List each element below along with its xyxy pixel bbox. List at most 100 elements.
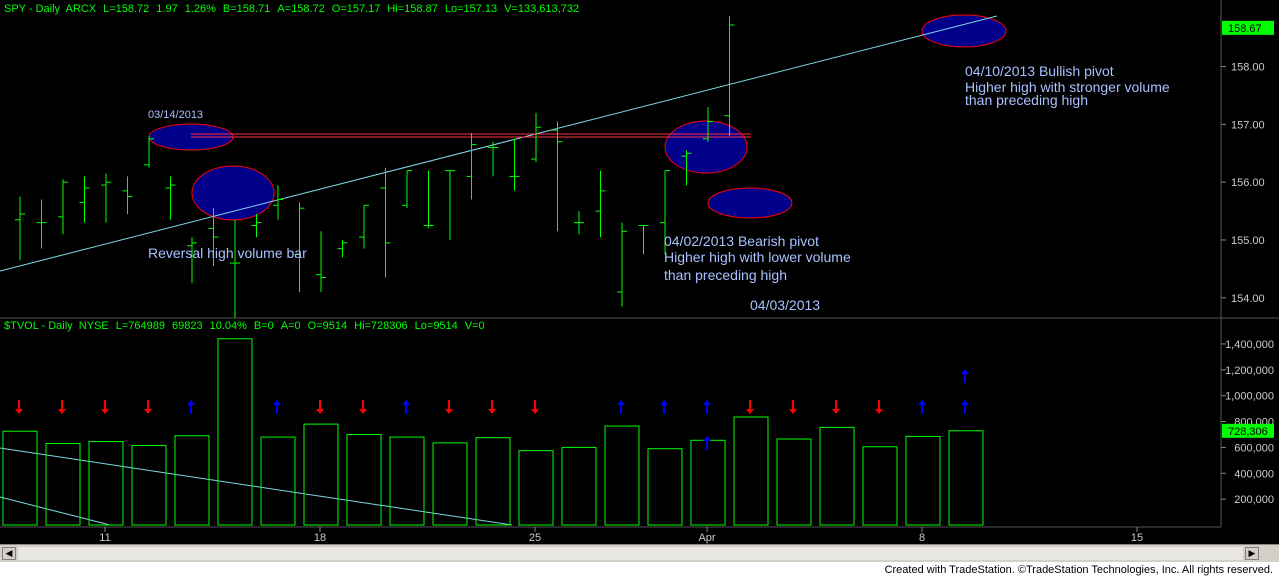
pivot-ellipse [921, 14, 1007, 48]
volume-bar [174, 435, 210, 526]
ohlc-bars [15, 16, 735, 318]
down-arrow-icon-head [832, 409, 840, 414]
vol-open: O=9514 [307, 320, 348, 332]
last-value-labels: 158.67 728,306 [1222, 20, 1274, 438]
time-tick-label: 25 [529, 532, 541, 544]
time-tick-label: 15 [1131, 532, 1143, 544]
vol-volume: V=0 [464, 320, 485, 332]
up-arrow-icon-head [918, 400, 926, 405]
scroll-right-button[interactable]: ▶ [1245, 547, 1259, 560]
up-arrow-icon-head [187, 400, 195, 405]
down-arrow-icon-head [58, 409, 66, 414]
volume-bar [733, 416, 769, 526]
signal-arrows [15, 369, 969, 450]
volume-tick-label: 1,400,000 [1225, 339, 1274, 351]
open: O=157.17 [331, 3, 381, 15]
down-arrow-icon-head [359, 409, 367, 414]
down-arrow-icon-head [531, 409, 539, 414]
vol-ask: A=0 [280, 320, 301, 332]
volume-axis: 200,000400,000600,000800,0001,000,0001,2… [1221, 339, 1274, 506]
annotation-bullish-title: 04/10/2013 Bullish pivot [965, 63, 1114, 79]
vol-change: 69823 [171, 320, 203, 332]
volume-bar [260, 436, 296, 526]
last-price-badge [1222, 20, 1274, 35]
volume-bar [346, 433, 382, 526]
volume-tick-label: 1,200,000 [1225, 365, 1274, 377]
volume-tick-label: 600,000 [1234, 442, 1274, 454]
volume-bar [432, 442, 468, 526]
last-price: L=158.72 [103, 3, 150, 15]
up-arrow-icon-head [402, 400, 410, 405]
symbol-label: SPY - Daily ARCX [4, 3, 97, 15]
volume-trendline [0, 447, 513, 526]
time-tick-label: Apr [698, 532, 715, 544]
low: Lo=157.13 [444, 3, 498, 15]
volume-tick-label: 200,000 [1234, 494, 1274, 506]
price-tick-label: 154.00 [1231, 293, 1265, 305]
footer: Created with TradeStation. ©TradeStation… [0, 562, 1279, 578]
price-tick-label: 158.00 [1231, 62, 1265, 74]
volume-bar [303, 423, 339, 526]
vol-pct: 10.04% [209, 320, 247, 332]
annotation-date-0314: 03/14/2013 [148, 109, 204, 121]
vol-bid: B=0 [253, 320, 274, 332]
volume-bar [819, 426, 855, 526]
high: Hi=158.87 [387, 3, 438, 15]
annotation-reversal: Reversal high volume bar [148, 245, 307, 261]
net-change: 1.97 [156, 3, 178, 15]
volume-bar [862, 446, 898, 526]
rising-trendline [0, 15, 998, 272]
up-arrow-icon-head [703, 436, 711, 441]
down-arrow-icon-head [144, 409, 152, 414]
annotation-bullish-detail-2: than preceding high [965, 92, 1088, 108]
volume-bar [131, 444, 167, 526]
annotation-bearish-title: 04/02/2013 Bearish pivot [664, 233, 819, 249]
vol-high: Hi=728306 [354, 320, 408, 332]
volume-bar [217, 338, 253, 526]
scroll-track[interactable] [18, 547, 1243, 560]
volume-bar [2, 430, 38, 526]
price-tick-label: 155.00 [1231, 235, 1265, 247]
price-header: SPY - Daily ARCX L=158.72 1.97 1.26% B=158.7… [4, 3, 586, 15]
volume-bars [2, 338, 984, 526]
time-tick-label: 8 [919, 532, 925, 544]
price-trendlines [0, 15, 998, 272]
pct-change: 1.26% [184, 3, 216, 15]
scroll-left-button[interactable]: ◀ [2, 547, 16, 560]
volume-bar [561, 446, 597, 526]
up-arrow-icon-head [961, 400, 969, 405]
last-price-label: 158.67 [1228, 23, 1262, 35]
horizontal-scrollbar[interactable]: ◀ ▶ [0, 544, 1279, 563]
down-arrow-icon-head [101, 409, 109, 414]
down-arrow-icon-head [875, 409, 883, 414]
vol-last: L=764989 [115, 320, 165, 332]
volume-bar [905, 435, 941, 526]
footer-credit: Created with TradeStation. ©TradeStation… [884, 564, 1273, 576]
volume-bar [647, 448, 683, 526]
up-arrow-icon-head [617, 400, 625, 405]
price-axis: 154.00 155.00 156.00 157.00 158.00 [1221, 62, 1265, 305]
volume-bar [475, 437, 511, 526]
volume-bar [389, 436, 425, 526]
price-tick-label: 157.00 [1231, 119, 1265, 131]
volume-bar [88, 441, 124, 526]
volume-bar [948, 430, 984, 526]
up-arrow-icon-head [660, 400, 668, 405]
down-arrow-icon-head [488, 409, 496, 414]
pivot-ellipse [707, 187, 793, 219]
last-volume-badge [1222, 423, 1274, 438]
time-tick-label: 11 [99, 532, 110, 544]
volume-bar [690, 439, 726, 526]
annotation-bullish-detail-1: Higher high with stronger volume [965, 79, 1170, 95]
price-tick-label: 156.00 [1231, 177, 1265, 189]
volume-bar [518, 450, 554, 526]
chart-canvas[interactable]: 154.00 155.00 156.00 157.00 158.00 200,000 40… [0, 0, 1279, 545]
down-arrow-icon-head [445, 409, 453, 414]
time-tick-label: 18 [314, 532, 326, 544]
down-arrow-icon-head [15, 409, 23, 414]
down-arrow-icon-head [789, 409, 797, 414]
volume-tick-label: 1,000,000 [1225, 391, 1274, 403]
time-axis: 11 18 25 Apr 8 15 [99, 527, 1143, 544]
down-arrow-icon-head [316, 409, 324, 414]
